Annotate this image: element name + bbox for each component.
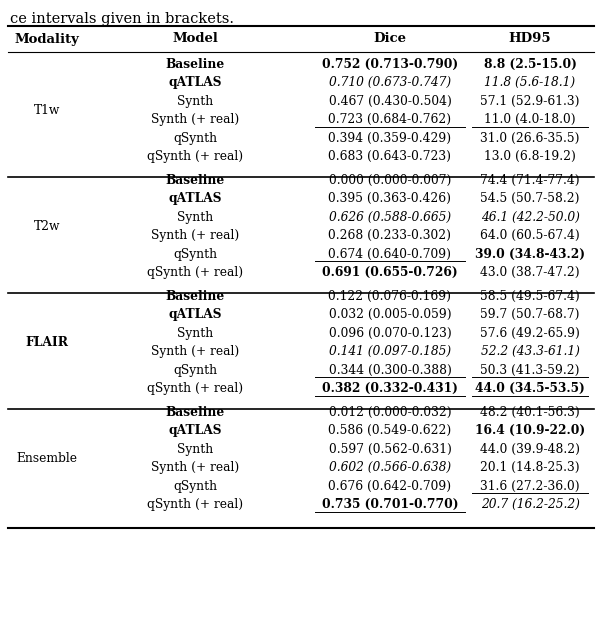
- Text: qATLAS: qATLAS: [168, 424, 222, 437]
- Text: 59.7 (50.7-68.7): 59.7 (50.7-68.7): [480, 309, 580, 321]
- Text: Baseline: Baseline: [166, 58, 224, 71]
- Text: qSynth (+ real): qSynth (+ real): [147, 498, 243, 511]
- Text: 48.2 (40.1-56.3): 48.2 (40.1-56.3): [480, 406, 580, 419]
- Text: qSynth: qSynth: [173, 480, 217, 493]
- Text: qATLAS: qATLAS: [168, 192, 222, 205]
- Text: 0.735 (0.701-0.770): 0.735 (0.701-0.770): [322, 498, 458, 511]
- Text: Synth: Synth: [177, 327, 213, 340]
- Text: 52.2 (43.3-61.1): 52.2 (43.3-61.1): [481, 345, 580, 358]
- Text: Ensemble: Ensemble: [17, 452, 77, 465]
- Text: Synth (+ real): Synth (+ real): [151, 113, 239, 126]
- Text: Dice: Dice: [373, 32, 407, 45]
- Text: 0.467 (0.430-0.504): 0.467 (0.430-0.504): [329, 95, 451, 108]
- Text: 20.7 (16.2-25.2): 20.7 (16.2-25.2): [481, 498, 580, 511]
- Text: 57.6 (49.2-65.9): 57.6 (49.2-65.9): [480, 327, 580, 340]
- Text: 11.0 (4.0-18.0): 11.0 (4.0-18.0): [484, 113, 576, 126]
- Text: 46.1 (42.2-50.0): 46.1 (42.2-50.0): [481, 211, 580, 224]
- Text: 44.0 (34.5-53.5): 44.0 (34.5-53.5): [475, 383, 585, 395]
- Text: Synth (+ real): Synth (+ real): [151, 462, 239, 474]
- Text: qSynth: qSynth: [173, 132, 217, 145]
- Text: 0.032 (0.005-0.059): 0.032 (0.005-0.059): [329, 309, 451, 321]
- Text: 16.4 (10.9-22.0): 16.4 (10.9-22.0): [475, 424, 585, 437]
- Text: HD95: HD95: [509, 32, 551, 45]
- Text: 43.0 (38.7-47.2): 43.0 (38.7-47.2): [480, 266, 580, 279]
- Text: Baseline: Baseline: [166, 290, 224, 303]
- Text: 39.0 (34.8-43.2): 39.0 (34.8-43.2): [475, 248, 585, 261]
- Text: 57.1 (52.9-61.3): 57.1 (52.9-61.3): [480, 95, 580, 108]
- Text: Synth: Synth: [177, 211, 213, 224]
- Text: 0.141 (0.097-0.185): 0.141 (0.097-0.185): [329, 345, 451, 358]
- Text: 20.1 (14.8-25.3): 20.1 (14.8-25.3): [480, 462, 580, 474]
- Text: 0.710 (0.673-0.747): 0.710 (0.673-0.747): [329, 77, 451, 89]
- Text: 0.395 (0.363-0.426): 0.395 (0.363-0.426): [329, 192, 452, 205]
- Text: qSynth (+ real): qSynth (+ real): [147, 151, 243, 163]
- Text: Synth: Synth: [177, 443, 213, 456]
- Text: 44.0 (39.9-48.2): 44.0 (39.9-48.2): [480, 443, 580, 456]
- Text: Synth: Synth: [177, 95, 213, 108]
- Text: 58.5 (49.5-67.4): 58.5 (49.5-67.4): [480, 290, 580, 303]
- Text: 31.6 (27.2-36.0): 31.6 (27.2-36.0): [480, 480, 580, 493]
- Text: 11.8 (5.6-18.1): 11.8 (5.6-18.1): [484, 77, 575, 89]
- Text: 74.4 (71.4-77.4): 74.4 (71.4-77.4): [480, 174, 580, 187]
- Text: Model: Model: [172, 32, 218, 45]
- Text: Modality: Modality: [14, 32, 79, 45]
- Text: qSynth (+ real): qSynth (+ real): [147, 383, 243, 395]
- Text: 0.096 (0.070-0.123): 0.096 (0.070-0.123): [329, 327, 451, 340]
- Text: 13.0 (6.8-19.2): 13.0 (6.8-19.2): [484, 151, 576, 163]
- Text: qSynth: qSynth: [173, 248, 217, 261]
- Text: qSynth (+ real): qSynth (+ real): [147, 266, 243, 279]
- Text: 0.683 (0.643-0.723): 0.683 (0.643-0.723): [329, 151, 452, 163]
- Text: 31.0 (26.6-35.5): 31.0 (26.6-35.5): [480, 132, 580, 145]
- Text: 0.012 (0.000-0.032): 0.012 (0.000-0.032): [329, 406, 451, 419]
- Text: 0.602 (0.566-0.638): 0.602 (0.566-0.638): [329, 462, 451, 474]
- Text: 0.691 (0.655-0.726): 0.691 (0.655-0.726): [322, 266, 458, 279]
- Text: 64.0 (60.5-67.4): 64.0 (60.5-67.4): [480, 230, 580, 242]
- Text: Baseline: Baseline: [166, 174, 224, 187]
- Text: 50.3 (41.3-59.2): 50.3 (41.3-59.2): [480, 364, 580, 377]
- Text: T2w: T2w: [34, 220, 60, 233]
- Text: 0.394 (0.359-0.429): 0.394 (0.359-0.429): [328, 132, 452, 145]
- Text: 0.268 (0.233-0.302): 0.268 (0.233-0.302): [329, 230, 452, 242]
- Text: 0.723 (0.684-0.762): 0.723 (0.684-0.762): [328, 113, 452, 126]
- Text: 0.752 (0.713-0.790): 0.752 (0.713-0.790): [322, 58, 458, 71]
- Text: Synth (+ real): Synth (+ real): [151, 345, 239, 358]
- Text: 0.674 (0.640-0.709): 0.674 (0.640-0.709): [329, 248, 452, 261]
- Text: qATLAS: qATLAS: [168, 309, 222, 321]
- Text: qATLAS: qATLAS: [168, 77, 222, 89]
- Text: 54.5 (50.7-58.2): 54.5 (50.7-58.2): [480, 192, 580, 205]
- Text: Synth (+ real): Synth (+ real): [151, 230, 239, 242]
- Text: 0.382 (0.332-0.431): 0.382 (0.332-0.431): [322, 383, 458, 395]
- Text: 8.8 (2.5-15.0): 8.8 (2.5-15.0): [484, 58, 577, 71]
- Text: 0.676 (0.642-0.709): 0.676 (0.642-0.709): [328, 480, 452, 493]
- Text: ce intervals given in brackets.: ce intervals given in brackets.: [10, 12, 234, 26]
- Text: 0.000 (0.000-0.007): 0.000 (0.000-0.007): [329, 174, 451, 187]
- Text: 0.586 (0.549-0.622): 0.586 (0.549-0.622): [328, 424, 452, 437]
- Text: 0.626 (0.588-0.665): 0.626 (0.588-0.665): [329, 211, 451, 224]
- Text: 0.122 (0.076-0.169): 0.122 (0.076-0.169): [329, 290, 452, 303]
- Text: 0.597 (0.562-0.631): 0.597 (0.562-0.631): [329, 443, 451, 456]
- Text: Baseline: Baseline: [166, 406, 224, 419]
- Text: T1w: T1w: [34, 104, 60, 117]
- Text: 0.344 (0.300-0.388): 0.344 (0.300-0.388): [329, 364, 451, 377]
- Text: FLAIR: FLAIR: [25, 336, 68, 349]
- Text: qSynth: qSynth: [173, 364, 217, 377]
